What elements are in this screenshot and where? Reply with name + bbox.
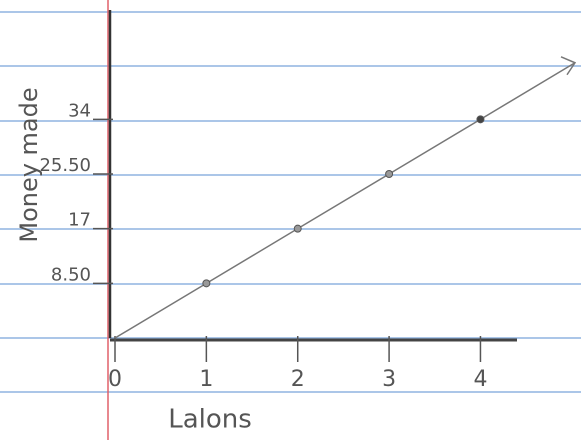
y-tick-label: 25.50: [39, 155, 91, 176]
data-point: [203, 280, 210, 287]
x-axis-label: Lalons: [168, 405, 252, 435]
x-tick-label: 3: [382, 367, 396, 392]
data-point: [386, 171, 393, 178]
x-tick-label: 4: [473, 367, 487, 392]
y-tick-label: 17: [68, 210, 91, 231]
y-tick-label: 8.50: [51, 264, 91, 285]
y-tick-label: 34: [68, 100, 91, 121]
x-tick-label: 1: [199, 367, 213, 392]
data-point: [294, 225, 301, 232]
page: {"chart_data": {"type": "line", "x_label…: [0, 0, 581, 440]
chart: Lalons Money made 8.501725.503401234: [0, 0, 581, 440]
paper-lines: [0, 12, 581, 392]
x-tick-label: 0: [108, 367, 122, 392]
data-point: [477, 116, 484, 123]
x-tick-label: 2: [291, 367, 305, 392]
